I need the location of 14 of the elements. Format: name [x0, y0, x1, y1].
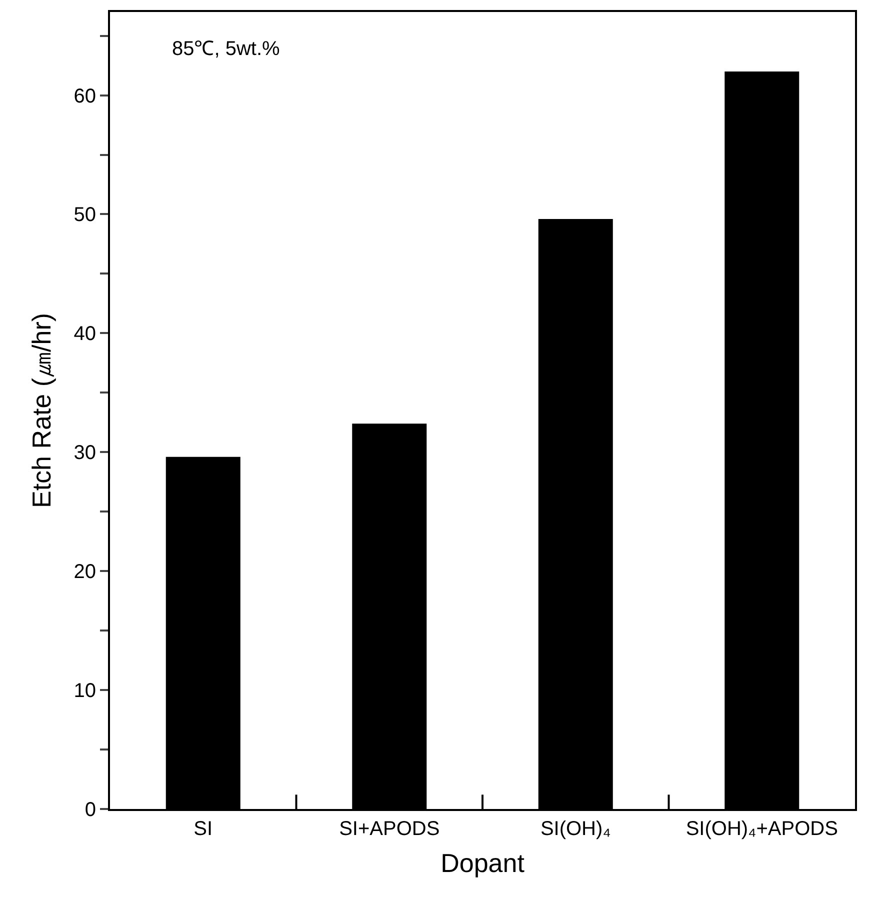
x-tick-label: SI(OH)₄	[540, 818, 611, 840]
y-tick-label: 30	[74, 442, 96, 464]
annotation: 85℃, 5wt.%	[172, 38, 280, 60]
y-tick-label: 10	[74, 680, 96, 702]
x-tick-label: SI	[194, 818, 213, 840]
x-tick-label: SI+APODS	[339, 818, 440, 840]
y-axis-title: Etch Rate (㎛/hr)	[26, 312, 57, 508]
y-tick-label: 0	[84, 799, 96, 821]
y-tick-label: 60	[74, 85, 96, 108]
x-tick-label: SI(OH)₄+APODS	[686, 818, 838, 840]
y-tick-label: 50	[74, 204, 96, 226]
y-tick-label: 40	[74, 323, 96, 346]
y-tick-label: 20	[74, 561, 96, 584]
x-axis-title: Dopant	[440, 848, 526, 878]
